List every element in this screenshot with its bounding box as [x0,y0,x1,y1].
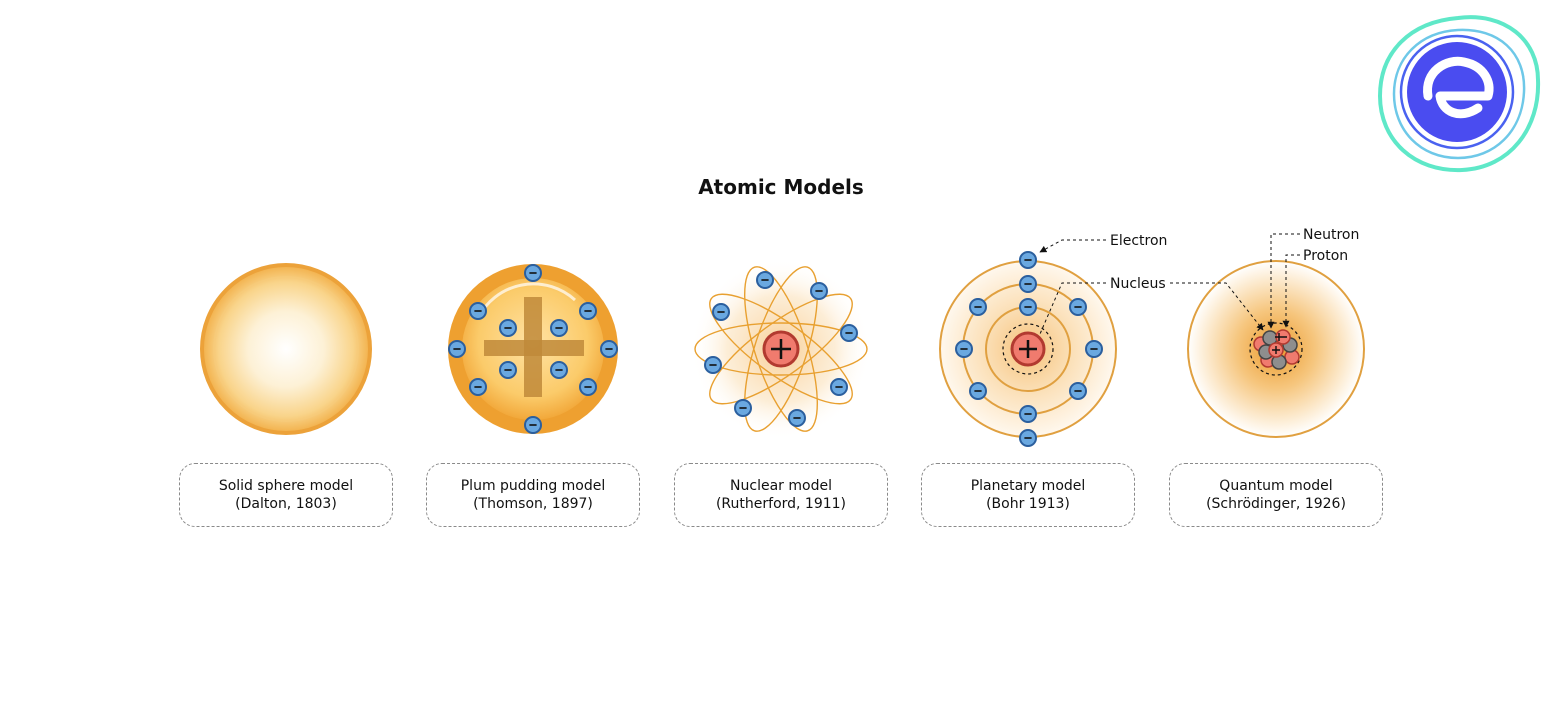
dalton-solid-sphere [200,263,372,435]
thomson-plum-pudding [448,264,618,434]
caption-rutherford: Nuclear model (Rutherford, 1911) [674,463,888,527]
electron-icon [969,298,987,316]
electron-icon [734,399,752,417]
electron-icon [788,409,806,427]
electron-icon [524,416,542,434]
electron-icon [448,340,466,358]
electron-icon [550,361,568,379]
schrodinger-quantum [1187,260,1365,438]
electron-icon [499,319,517,337]
electron-icon [1085,340,1103,358]
label-proton: Proton [1303,248,1348,264]
caption-thomson: Plum pudding model (Thomson, 1897) [426,463,640,527]
label-electron: Electron [1110,233,1167,249]
caption-dalton: Solid sphere model (Dalton, 1803) [179,463,393,527]
nucleus-cluster-icon [1253,329,1300,370]
annotation-neutron: Neutron [1267,227,1359,329]
electron-icon [830,378,848,396]
electron-icon [499,361,517,379]
electron-icon [704,356,722,374]
model-name: Quantum model [1219,478,1333,494]
annotation-proton: Proton [1282,248,1348,328]
electron-icon [969,382,987,400]
electron-icon [712,303,730,321]
electron-icon [469,378,487,396]
model-credit: (Schrödinger, 1926) [1206,496,1346,512]
model-credit: (Rutherford, 1911) [715,496,847,512]
model-name: Plum pudding model [460,478,606,494]
electron-icon [1069,298,1087,316]
electron-icon [1019,275,1037,293]
electron-icon [579,302,597,320]
nucleus-icon [1010,331,1046,367]
annotation-electron: Electron [1039,233,1167,253]
electron-icon [1019,429,1037,447]
electron-icon [840,324,858,342]
model-name: Nuclear model [730,478,832,494]
bohr-planetary [939,251,1117,447]
model-credit: (Dalton, 1803) [235,496,337,512]
electron-icon [955,340,973,358]
caption-bohr: Planetary model (Bohr 1913) [921,463,1135,527]
model-credit: (Bohr 1913) [986,496,1070,512]
electron-icon [469,302,487,320]
rutherford-nuclear [691,259,871,439]
model-credit: (Thomson, 1897) [473,496,593,512]
electron-icon [600,340,618,358]
electron-icon [810,282,828,300]
label-nucleus: Nucleus [1110,276,1166,292]
page-title: Atomic Models [698,175,864,199]
nucleus-icon [762,330,800,368]
label-neutron: Neutron [1303,227,1359,243]
electron-icon [579,378,597,396]
caption-schrodinger: Quantum model (Schrödinger, 1926) [1169,463,1383,527]
electron-icon [756,271,774,289]
annotation-nucleus: Nucleus [1039,276,1264,335]
electron-icon [1019,251,1037,269]
model-name: Planetary model [970,478,1086,494]
electron-icon [1069,382,1087,400]
model-name: Solid sphere model [218,478,354,494]
electron-icon [1019,405,1037,423]
electron-icon [524,264,542,282]
e-brand-logo-icon [1377,15,1541,173]
electron-icon [550,319,568,337]
electron-icon [1019,298,1037,316]
